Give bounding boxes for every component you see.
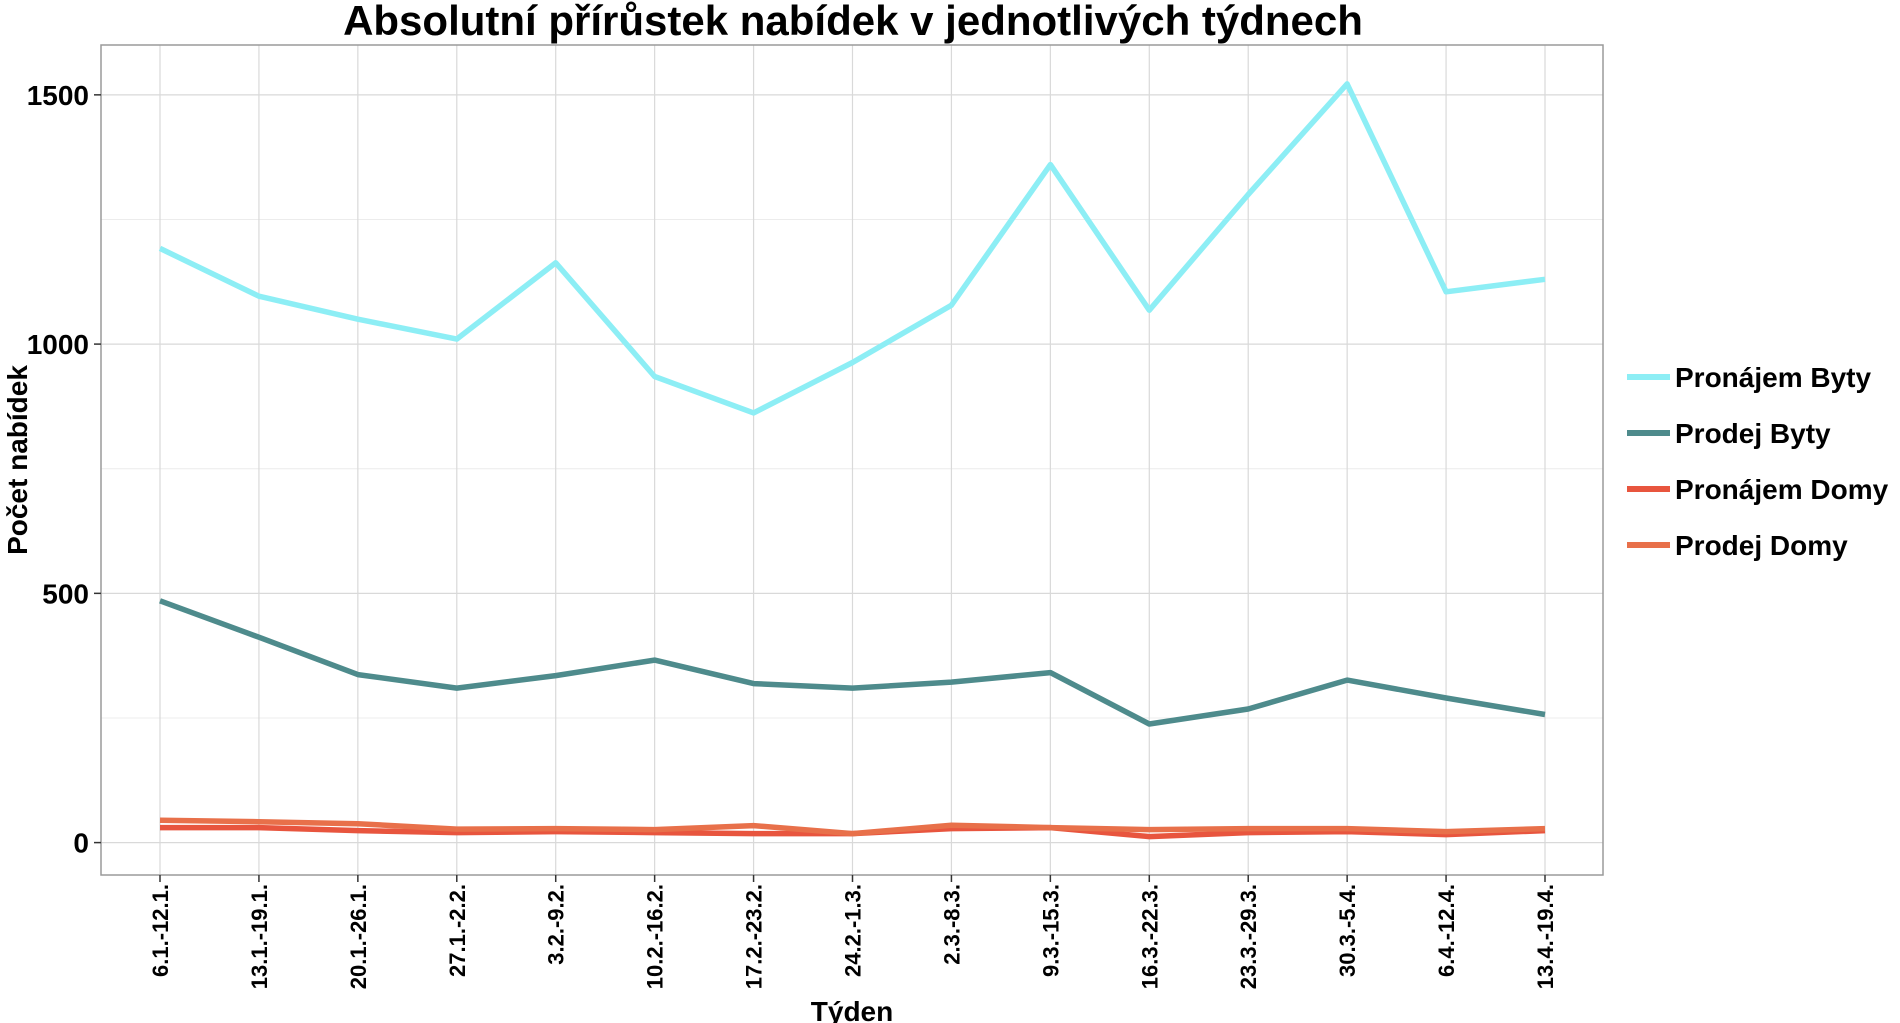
x-axis-label: Týden	[811, 996, 893, 1023]
legend-label-pronájem-domy: Pronájem Domy	[1675, 474, 1889, 505]
legend-label-prodej-byty: Prodej Byty	[1675, 418, 1831, 449]
x-tick-label: 16.3.-22.3.	[1137, 884, 1162, 989]
legend: Pronájem Byty Prodej Byty Pronájem Domy Pro…	[1627, 362, 1889, 561]
legend-label-pronájem-byty: Pronájem Byty	[1675, 362, 1871, 393]
x-tick-label: 17.2.-23.2.	[742, 884, 767, 989]
grid	[101, 45, 1603, 875]
y-tick-label: 1500	[27, 80, 89, 111]
legend-label-prodej-domy: Prodej Domy	[1675, 530, 1848, 561]
y-axis: 0 500 1000 1500	[27, 80, 101, 859]
series-line-prodej-domy	[159, 817, 1546, 837]
x-tick-label: 6.4.-12.4.	[1434, 884, 1459, 977]
x-tick-label: 20.1.-26.1.	[346, 884, 371, 989]
x-tick-label: 23.3.-29.3.	[1236, 884, 1261, 989]
x-tick-label: 3.2.-9.2.	[544, 884, 569, 965]
x-tick-label: 6.1.-12.1.	[148, 884, 173, 977]
x-tick-label: 27.1.-2.2.	[445, 884, 470, 977]
series-line-prodej-byty	[159, 598, 1546, 727]
x-axis: 6.1.-12.1. 13.1.-19.1. 20.1.-26.1. 27.1.-2.…	[148, 875, 1558, 989]
x-tick-label: 10.2.-16.2.	[643, 884, 668, 989]
y-tick-label: 1000	[27, 329, 89, 360]
chart-title: Absolutní přírůstek nabídek v jednotlivý…	[343, 0, 1363, 44]
y-tick-label: 500	[42, 578, 89, 609]
x-tick-label: 24.2.-1.3.	[841, 884, 866, 977]
y-axis-label: Počet nabídek	[2, 365, 33, 555]
y-tick-label: 0	[73, 828, 89, 859]
x-tick-label: 2.3.-8.3.	[939, 884, 964, 965]
x-tick-label: 9.3.-15.3.	[1038, 884, 1063, 977]
series-lines	[158, 81, 1546, 840]
x-tick-label: 13.1.-19.1.	[247, 884, 272, 989]
x-tick-label: 13.4.-19.4.	[1533, 884, 1558, 989]
x-tick-label: 30.3.-5.4.	[1335, 884, 1360, 977]
series-line-pronájem-byty	[158, 81, 1546, 416]
